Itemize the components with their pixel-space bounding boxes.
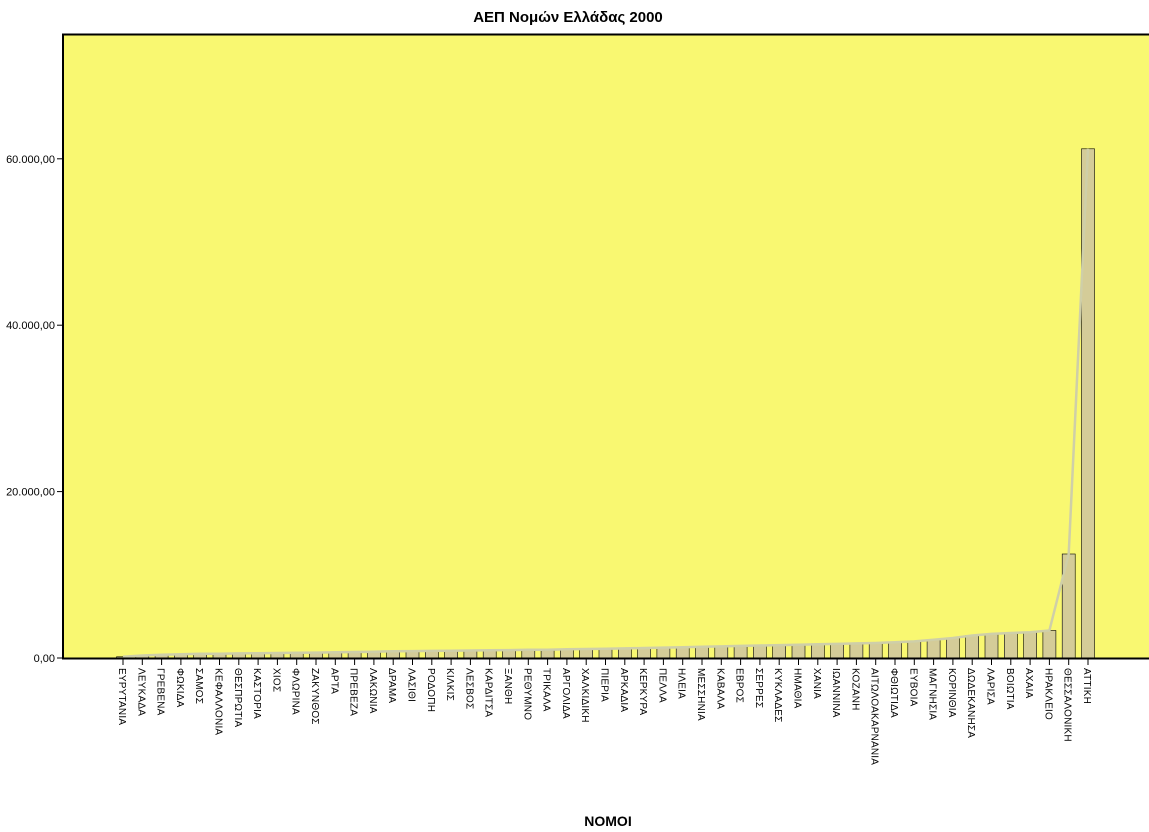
x-tick-label: ΚΑΒΑΛΑ — [714, 668, 725, 709]
bar — [714, 646, 729, 659]
x-tick-label: ΧΙΟΣ — [270, 668, 281, 692]
bar — [637, 647, 651, 659]
x-tick-label: ΑΡΤΑ — [328, 668, 339, 694]
x-tick-label: ΦΛΩΡΙΝΑ — [290, 668, 301, 715]
x-tick-label: ΕΥΒΟΙΑ — [907, 668, 918, 707]
x-tick-label: ΦΩΚΙΔΑ — [174, 668, 185, 708]
x-tick-label: ΚΑΣΤΟΡΙΑ — [251, 668, 262, 719]
x-tick-label: ΠΙΕΡΙΑ — [599, 668, 610, 702]
x-tick-label: ΑΧΑΙΑ — [1023, 668, 1034, 699]
series-line — [122, 148, 1090, 659]
x-tick-label: ΛΕΣΒΟΣ — [463, 668, 474, 709]
x-tick-label: ΡΕΘΥΜΝΟ — [521, 668, 532, 720]
x-tick-label: ΔΡΑΜΑ — [386, 668, 397, 703]
y-tick-label: 40.000,00 — [6, 320, 55, 332]
x-tick-label: ΙΩΑΝΝΙΝΑ — [830, 668, 841, 718]
x-tick-label: ΠΡΕΒΕΖΑ — [348, 668, 359, 716]
bar — [1003, 632, 1018, 659]
bar — [984, 633, 999, 659]
x-tick-label: ΖΑΚΥΝΘΟΣ — [309, 668, 320, 725]
x-tick-label: ΑΤΤΙΚΗ — [1081, 668, 1092, 704]
x-tick-label: ΚΑΡΔΙΤΣΑ — [483, 668, 494, 717]
x-tick-label: ΘΕΣΣΑΛΟΝΙΚΗ — [1062, 668, 1073, 742]
x-tick-label: ΘΕΣΠΡΩΤΙΑ — [232, 668, 243, 727]
bar — [675, 646, 690, 659]
x-tick-label: ΡΟΔΟΠΗ — [425, 668, 436, 712]
bar — [772, 644, 787, 659]
x-tick-label: ΗΜΑΘΙΑ — [792, 668, 803, 709]
bar — [1042, 630, 1057, 659]
bar — [656, 647, 671, 659]
x-tick-label: ΧΑΛΚΙΔΙΚΗ — [579, 668, 590, 723]
plot-area — [63, 34, 1149, 658]
bar — [1023, 631, 1037, 659]
bar — [733, 645, 748, 659]
x-tick-label: ΜΕΣΣΗΝΙΑ — [695, 668, 706, 721]
bar — [753, 645, 767, 659]
chart-title: ΑΕΠ Νομών Ελλάδας 2000 — [473, 9, 663, 26]
x-tick-label: ΧΑΝΙΑ — [811, 668, 822, 699]
bar — [810, 643, 825, 659]
bar — [791, 644, 806, 659]
x-tick-label: ΚΟΖΑΝΗ — [849, 668, 860, 711]
y-tick-label: 20.000,00 — [6, 487, 55, 499]
x-tick-label: ΚΕΦΑΛΛΟΝΙΑ — [213, 668, 224, 735]
bar — [888, 641, 902, 659]
x-tick-label: ΗΛΕΙΑ — [676, 668, 687, 699]
bar — [849, 643, 864, 659]
x-tick-label: ΞΑΝΘΗ — [502, 668, 513, 704]
bar — [946, 637, 960, 659]
x-tick-label: ΑΙΤΩΛΟΑΚΑΡΝΑΝΙΑ — [869, 668, 880, 765]
y-tick-label: 60.000,00 — [6, 154, 55, 166]
bar — [695, 646, 709, 659]
x-tick-label: ΛΑΣΙΘΙ — [406, 668, 417, 702]
x-tick-label: ΒΟΙΩΤΙΑ — [1004, 668, 1015, 710]
x-tick-label: ΜΑΓΝΗΣΙΑ — [927, 668, 938, 720]
x-tick-label: ΦΘΙΩΤΙΔΑ — [888, 668, 899, 718]
bar — [617, 648, 632, 659]
x-tick-label: ΣΑΜΟΣ — [193, 668, 204, 704]
x-tick-label: ΑΡΓΟΛΙΔΑ — [560, 668, 571, 719]
bar — [598, 648, 613, 659]
bar — [868, 642, 883, 659]
x-tick-label: ΔΩΔΕΚΑΝΗΣΑ — [965, 668, 976, 738]
x-tick-label: ΑΡΚΑΔΙΑ — [618, 668, 629, 712]
x-tick-label: ΛΕΥΚΑΔΑ — [135, 668, 146, 716]
bar — [965, 635, 980, 659]
x-tick-label: ΛΑΡΙΣΑ — [985, 668, 996, 705]
x-tick-label: ΠΕΛΛΑ — [656, 668, 667, 703]
x-tick-label: ΕΒΡΟΣ — [734, 668, 745, 703]
x-tick-label: ΛΑΚΩΝΙΑ — [367, 668, 378, 714]
y-tick-label: 0,00 — [34, 653, 55, 665]
x-tick-label: ΕΥΡΥΤΑΝΙΑ — [116, 668, 127, 725]
x-tick-label: ΚΕΡΚΥΡΑ — [637, 668, 648, 715]
x-tick-label: ΚΟΡΙΝΘΙΑ — [946, 668, 957, 718]
x-tick-label: ΚΙΛΚΙΣ — [444, 668, 455, 701]
x-tick-label: ΓΡΕΒΕΝΑ — [155, 668, 166, 716]
bar — [926, 639, 941, 659]
x-tick-label: ΗΡΑΚΛΕΙΟ — [1042, 668, 1053, 720]
x-tick-label: ΤΡΙΚΑΛΑ — [541, 668, 552, 712]
bar — [830, 643, 844, 659]
x-tick-label: ΣΕΡΡΕΣ — [753, 668, 764, 708]
bar — [907, 641, 922, 659]
x-tick-label: ΚΥΚΛΑΔΕΣ — [772, 668, 783, 723]
x-axis-title: ΝΟΜΟΙ — [584, 813, 631, 829]
bar — [579, 648, 594, 659]
